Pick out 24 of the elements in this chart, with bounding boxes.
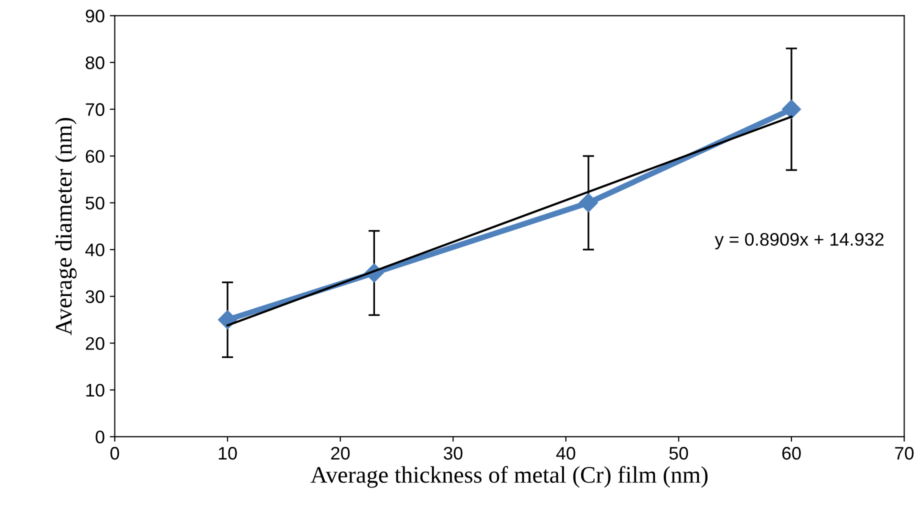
x-tick-label: 70 [895,446,914,460]
y-tick-label: 50 [86,196,104,210]
y-tick-label: 70 [86,103,104,116]
y-tick-label: 80 [86,56,104,70]
x-tick-label: 60 [782,446,801,460]
x-tick-label: 30 [444,446,462,460]
x-tick-label: 10 [218,446,237,460]
y-tick-label: 20 [86,337,104,350]
x-tick-label: 0 [110,446,120,460]
y-axis-title: Average diameter (nm) [55,118,77,336]
point [218,310,238,330]
point [782,100,801,119]
x-tick-label: 40 [556,446,576,460]
y-tick-label: 0 [96,430,104,444]
y-tick-label: 90 [86,10,104,22]
y-tick-label: 10 [86,384,104,397]
y-tick-label: 30 [86,290,104,304]
x-tick-label: 50 [669,446,688,460]
x-tick-label: 20 [331,446,350,460]
annotation: y = 0.8909x + 14.932 [714,232,884,250]
y-tick-label: 40 [85,244,104,256]
x-axis-title: Average thickness of metal (Cr) film (nm) [310,466,708,488]
point [578,193,598,212]
y-tick-label: 60 [86,150,104,163]
